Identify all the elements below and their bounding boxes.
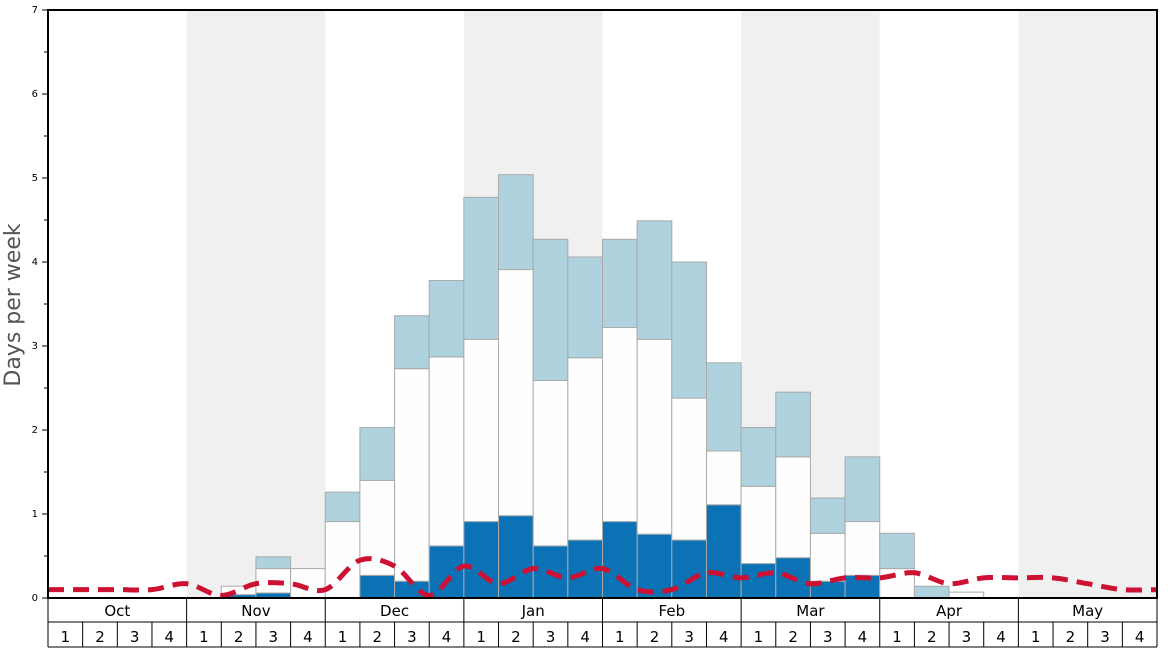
month-label-may: May: [1072, 602, 1103, 620]
month-shade-nov: [186, 10, 326, 598]
bar-middle-11: [394, 368, 430, 582]
week-label: 2: [788, 628, 798, 646]
y-tick-label: 3: [32, 341, 38, 352]
week-label: 1: [754, 628, 764, 646]
week-label: 3: [268, 628, 278, 646]
bar-top-7: [255, 556, 292, 570]
bar-middle-21: [740, 485, 777, 565]
bar-bottom-10: [359, 574, 396, 599]
bar-bottom-14: [498, 515, 534, 599]
bar-middle-17: [602, 327, 638, 523]
week-label: 1: [338, 628, 348, 646]
week-label: 3: [546, 628, 556, 646]
month-label-nov: Nov: [241, 602, 270, 620]
week-label: 4: [442, 628, 452, 646]
week-label: 2: [1066, 628, 1076, 646]
bar-middle-20: [705, 450, 742, 506]
week-label: 4: [858, 628, 868, 646]
bar-top-15: [532, 238, 569, 381]
bar-middle-7: [255, 568, 292, 594]
week-label: 3: [684, 628, 694, 646]
y-tick-label: 7: [32, 5, 38, 16]
week-label: 2: [511, 628, 521, 646]
bar-top-14: [498, 174, 534, 271]
bar-top-23: [809, 497, 846, 534]
bar-middle-22: [775, 456, 811, 559]
week-label: 3: [823, 628, 833, 646]
bar-top-19: [671, 261, 707, 399]
bar-top-20: [705, 362, 742, 452]
x-axis: Oct 1 2 3 4 Nov 1 2 3 4 Dec 1 2 3 4 Jan 1 2 3 4 Feb 1 2 3 4 Mar 1 2…: [47, 598, 1158, 648]
bar-middle-15: [532, 379, 569, 547]
y-tick-label: 6: [32, 89, 38, 100]
bar-top-18: [636, 220, 673, 340]
bar-middle-13: [463, 338, 500, 523]
bar-bottom-20: [705, 504, 742, 599]
bar-middle-14: [498, 269, 534, 517]
bar-bottom-13: [463, 521, 500, 599]
month-label-jan: Jan: [521, 602, 545, 620]
bar-middle-24: [844, 521, 881, 576]
week-label: 1: [199, 628, 209, 646]
bar-top-16: [567, 256, 603, 359]
bar-top-25: [879, 532, 915, 570]
week-label: 4: [996, 628, 1006, 646]
month-label-oct: Oct: [104, 602, 130, 620]
month-shade-may: [1018, 10, 1157, 598]
week-label: 1: [61, 628, 71, 646]
bar-middle-18: [636, 338, 673, 535]
y-tick-label: 2: [32, 425, 38, 436]
week-label: 4: [1135, 628, 1145, 646]
week-label: 4: [165, 628, 175, 646]
bar-middle-12: [428, 356, 465, 547]
week-label: 1: [476, 628, 486, 646]
bar-middle-23: [809, 532, 846, 582]
bar-top-9: [324, 491, 361, 523]
week-label: 1: [1031, 628, 1041, 646]
week-label: 2: [95, 628, 105, 646]
y-axis: 0 1 2 3 4 5 6 7: [32, 5, 48, 604]
average-dashed-line: [47, 556, 1158, 598]
month-label-apr: Apr: [936, 602, 963, 620]
bar-top-24: [844, 456, 881, 523]
bar-top-22: [775, 391, 811, 458]
bar-top-10: [359, 426, 396, 481]
week-label: 1: [615, 628, 625, 646]
bar-bottom-17: [602, 521, 638, 599]
month-label-dec: Dec: [380, 602, 409, 620]
bar-top-11: [394, 315, 430, 370]
bar-bottom-21: [740, 563, 777, 599]
week-label: 3: [130, 628, 140, 646]
y-axis-title: Days per week: [1, 223, 26, 386]
bar-series: [220, 174, 985, 599]
y-tick-label: 4: [32, 257, 38, 268]
bar-top-26: [913, 585, 950, 599]
week-label: 2: [927, 628, 937, 646]
bar-top-13: [463, 196, 500, 340]
week-label: 4: [303, 628, 313, 646]
bar-top-12: [428, 279, 465, 358]
week-label: 3: [962, 628, 972, 646]
y-tick-label: 1: [32, 509, 38, 520]
bar-middle-16: [567, 357, 603, 541]
bar-top-21: [740, 426, 777, 487]
bar-top-17: [602, 238, 638, 329]
week-label: 3: [407, 628, 417, 646]
bar-bottom-12: [428, 545, 465, 599]
week-label: 2: [372, 628, 382, 646]
y-tick-label: 5: [32, 173, 38, 184]
week-label: 2: [650, 628, 660, 646]
week-label: 3: [1100, 628, 1110, 646]
y-tick-label: 0: [32, 593, 38, 604]
bar-middle-19: [671, 397, 707, 541]
month-label-mar: Mar: [796, 602, 825, 620]
week-label: 4: [580, 628, 590, 646]
week-label: 1: [892, 628, 902, 646]
month-label-feb: Feb: [659, 602, 686, 620]
week-label: 4: [719, 628, 729, 646]
week-label: 2: [234, 628, 244, 646]
